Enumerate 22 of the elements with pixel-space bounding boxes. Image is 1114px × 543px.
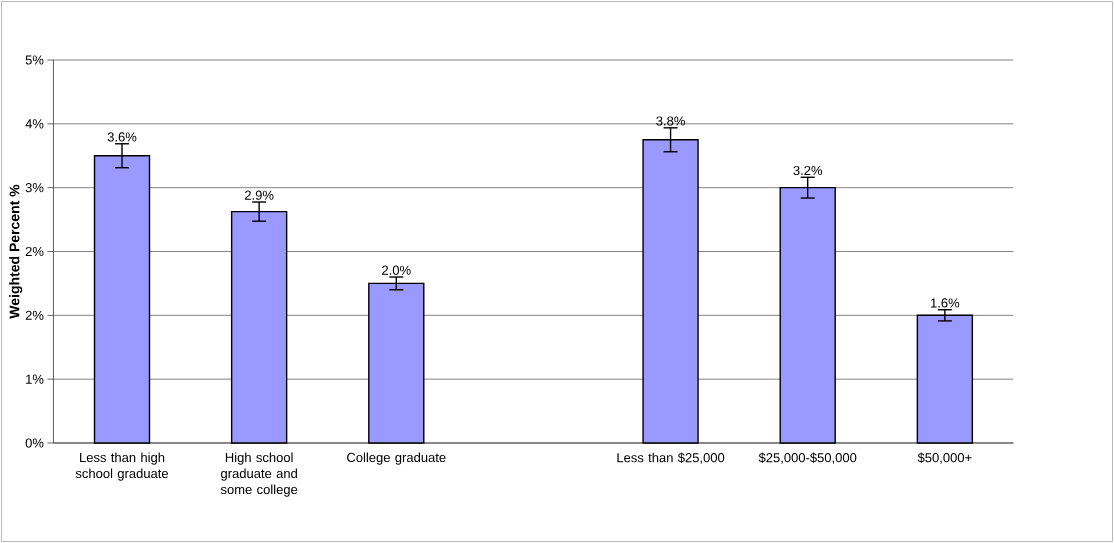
- data-label: 3.6%: [107, 132, 137, 142]
- x-tick-label: College graduate: [347, 452, 446, 465]
- x-tick-label: $25,000-$50,000: [758, 452, 857, 464]
- x-tick-label: High school graduate and some college: [220, 452, 298, 497]
- data-label: 3.2%: [793, 165, 823, 176]
- y-tick-label: 2%: [25, 246, 44, 257]
- y-tick-label: 4%: [25, 119, 44, 129]
- y-axis-title: Weighted Percent %: [9, 184, 23, 319]
- x-tick-label: $50,000+: [917, 452, 972, 464]
- y-tick-label: 5%: [25, 55, 44, 65]
- x-tick-label: Less than high school graduate: [75, 452, 169, 481]
- y-tick-label: 3%: [25, 183, 44, 193]
- y-tick-label: 0%: [25, 438, 44, 448]
- data-label: 3.8%: [656, 116, 685, 126]
- y-tick-label: 2%: [25, 310, 44, 320]
- x-tick-label: Less than $25,000: [617, 452, 725, 464]
- bar: [368, 282, 425, 444]
- data-label: 2.9%: [244, 190, 274, 200]
- y-tick-label: 1%: [26, 374, 44, 384]
- bar: [916, 314, 974, 444]
- data-label: 1.6%: [931, 298, 960, 308]
- data-label: 2.0%: [382, 265, 411, 275]
